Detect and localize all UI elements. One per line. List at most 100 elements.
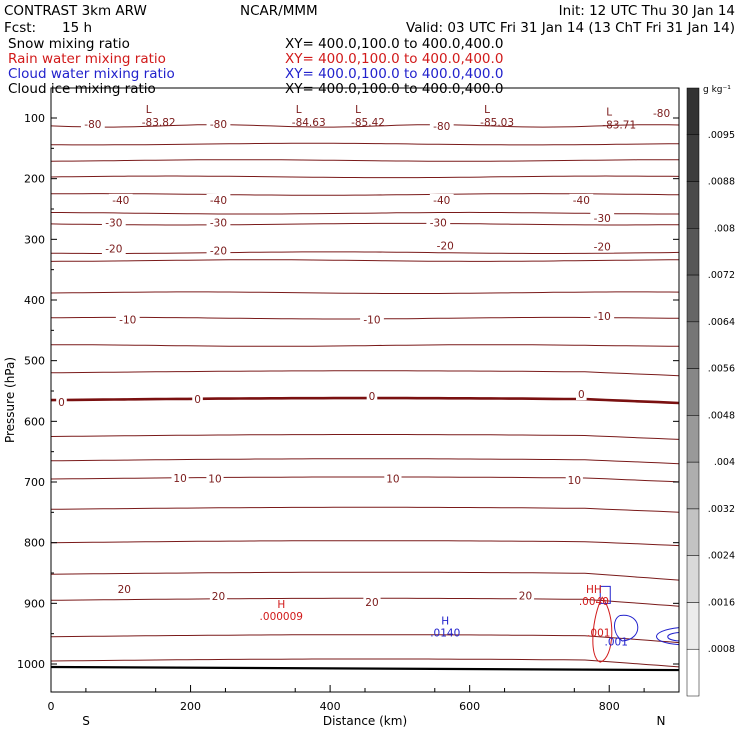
x-end-label-south: S bbox=[82, 714, 90, 728]
contour-label: -40 bbox=[573, 195, 590, 207]
x-tick-label: 600 bbox=[459, 700, 480, 713]
colorbar-level-label: .0016 bbox=[708, 597, 735, 608]
colorbar-level-label: .0095 bbox=[708, 130, 735, 141]
isotherm-line bbox=[50, 540, 680, 547]
field-xy-snow: XY= 400.0,100.0 to 400.0,400.0 bbox=[285, 36, 503, 52]
contour-label-bg bbox=[384, 472, 402, 485]
contour-label-bg bbox=[576, 388, 587, 401]
contour-label-bg bbox=[206, 472, 224, 485]
contour-label-bg bbox=[360, 313, 384, 326]
isotherm-lines bbox=[50, 124, 680, 672]
y-tick-label: 900 bbox=[24, 597, 45, 610]
colorbar-level-label: .0088 bbox=[708, 177, 735, 188]
colorbar-swatch bbox=[686, 134, 700, 182]
maximum-value: .0040 bbox=[579, 596, 609, 608]
y-tick-label: 200 bbox=[24, 173, 45, 186]
isotherm-line bbox=[51, 193, 680, 196]
contour-label-bg bbox=[101, 242, 126, 255]
contour-label-bg bbox=[171, 471, 189, 484]
contour-label-bg bbox=[206, 244, 231, 257]
contour-label: -30 bbox=[105, 217, 122, 229]
contour-label-bg bbox=[590, 212, 615, 225]
contour-label-bg bbox=[56, 395, 67, 408]
contour-label: 0 bbox=[578, 389, 585, 401]
x-end-label-north: N bbox=[657, 714, 666, 728]
x-tick-label: 200 bbox=[180, 700, 201, 713]
isotherm-line bbox=[51, 142, 680, 146]
isotherm-line bbox=[50, 222, 680, 226]
contour-label: 0 bbox=[194, 394, 201, 406]
contour-label: -40 bbox=[210, 195, 227, 207]
contour-label: -80 bbox=[433, 121, 450, 133]
contour-label: 20 bbox=[519, 590, 532, 602]
contour-label-bg bbox=[206, 193, 231, 206]
contour-label: -80 bbox=[210, 119, 227, 131]
colorbar-swatch bbox=[686, 321, 700, 369]
contour-label-bg bbox=[206, 216, 231, 229]
contour-label-bg bbox=[366, 389, 378, 402]
contour-label: -10 bbox=[594, 311, 611, 323]
y-tick-label: 100 bbox=[24, 112, 45, 125]
field-name-cloud-ice: Cloud ice mixing ratio bbox=[8, 81, 156, 97]
contour-label-bg bbox=[206, 118, 231, 131]
isotherm-line bbox=[50, 506, 680, 513]
valid-label: Valid: 03 UTC Fri 31 Jan 14 (13 ChT Fri … bbox=[406, 20, 735, 36]
isotherm-line bbox=[50, 159, 679, 162]
contour-label-bg bbox=[209, 590, 228, 603]
contour-label: 10 bbox=[208, 473, 221, 485]
contour-label-bg bbox=[590, 240, 615, 253]
colorbar-level-label: .0072 bbox=[708, 270, 735, 281]
contour-label: -40 bbox=[433, 195, 450, 207]
colorbar-level-label: .0008 bbox=[708, 644, 735, 655]
contour-label-bg bbox=[433, 239, 458, 252]
contour-label: 10 bbox=[173, 473, 186, 485]
colorbar-level-label: .0064 bbox=[708, 317, 735, 328]
colorbar-swatch bbox=[686, 415, 700, 463]
colorbar-level-label: .004 bbox=[714, 457, 735, 468]
y-tick-label: 1000 bbox=[17, 658, 45, 671]
minimum-marker: L bbox=[146, 104, 152, 116]
minimum-value: -85.03 bbox=[480, 117, 514, 129]
cloud-water-contour bbox=[613, 614, 639, 642]
rain-contour bbox=[592, 596, 613, 663]
x-tick-label: 0 bbox=[48, 700, 55, 713]
maximum-marker: H bbox=[277, 599, 285, 611]
x-axis-label: Distance (km) bbox=[323, 714, 407, 728]
y-tick-label: 500 bbox=[24, 355, 45, 368]
field-name-rain: Rain water mixing ratio bbox=[8, 51, 166, 67]
y-tick-label: 700 bbox=[24, 476, 45, 489]
moisture-contours bbox=[592, 585, 680, 663]
x-axis: 0 200 400 600 800 bbox=[48, 685, 645, 713]
colorbar-swatch bbox=[686, 555, 700, 603]
contour-labels: -80 -80 -80 -80 -40 -40 -40 -40 -30 -30 -30 -30 -20 -… bbox=[56, 104, 674, 649]
y-tick-label: 300 bbox=[24, 233, 45, 246]
isotherm-line bbox=[50, 434, 680, 440]
contour-label: 10 bbox=[568, 475, 581, 487]
contour-label-bg bbox=[192, 392, 203, 405]
isotherm-line bbox=[50, 175, 680, 179]
contour-label: -40 bbox=[112, 195, 129, 207]
contour-label-bg bbox=[115, 582, 133, 595]
contour-label-bg bbox=[590, 309, 615, 322]
cloud-water-contour bbox=[599, 585, 611, 604]
contour-label: -30 bbox=[210, 217, 227, 229]
colorbar-swatch bbox=[686, 648, 700, 697]
contour-label: -80 bbox=[84, 119, 101, 131]
contour-label: 0 bbox=[369, 391, 376, 403]
maximum-value: .001 bbox=[605, 637, 628, 649]
y-tick-label: 400 bbox=[24, 294, 45, 307]
colorbar-swatch bbox=[686, 368, 700, 416]
contour-label-bg bbox=[429, 193, 454, 206]
colorbar-swatch bbox=[686, 461, 700, 510]
contour-label: -30 bbox=[430, 217, 447, 229]
colorbar-swatch bbox=[686, 181, 700, 229]
contour-label-bg bbox=[565, 474, 583, 487]
field-xy-rain: XY= 400.0,100.0 to 400.0,400.0 bbox=[285, 51, 503, 67]
colorbar-swatch bbox=[686, 228, 700, 276]
colorbar-swatch bbox=[686, 508, 700, 556]
colorbar-swatch bbox=[686, 87, 700, 136]
maximum-value: .000009 bbox=[260, 611, 303, 623]
isotherm-line bbox=[51, 211, 679, 215]
minimum-value: -83.82 bbox=[142, 117, 176, 129]
